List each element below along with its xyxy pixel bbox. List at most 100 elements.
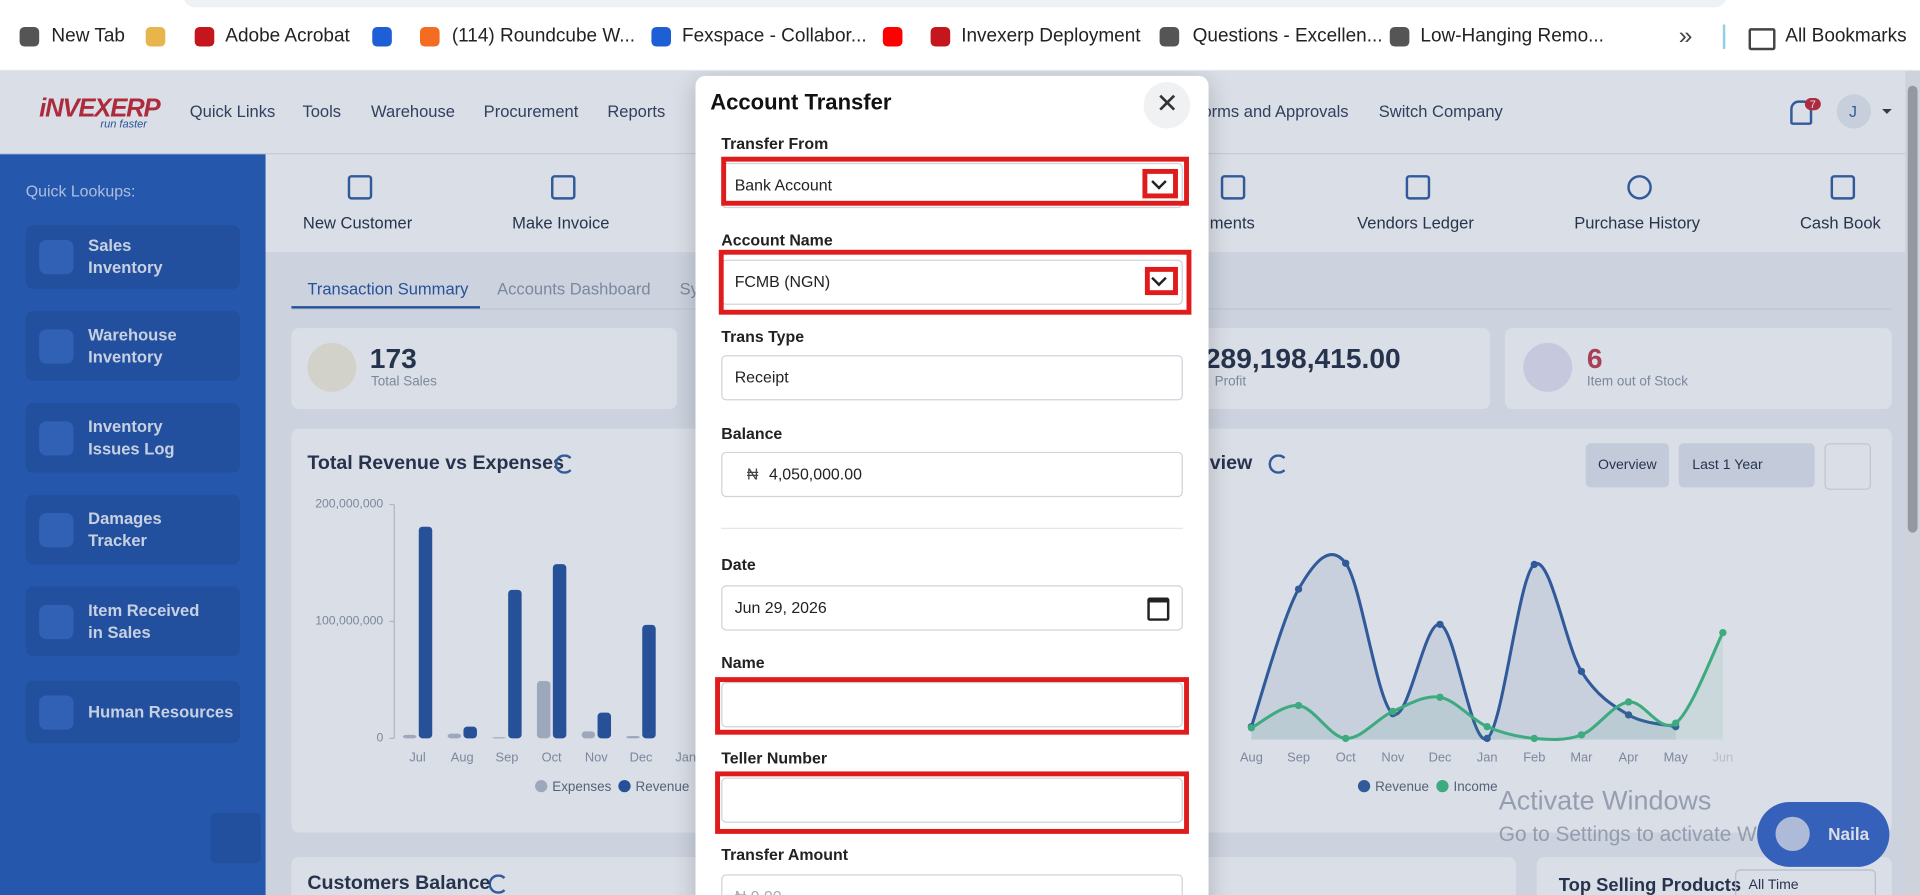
input[interactable]: [721, 585, 1183, 631]
sidebar-icon: [39, 512, 74, 547]
nav-link[interactable]: Switch Company: [1378, 102, 1503, 121]
area: [1251, 632, 1723, 740]
legend-swatch: [1357, 779, 1371, 793]
point: [1389, 707, 1397, 716]
nav-link[interactable]: Reports: [607, 102, 666, 121]
nav-link[interactable]: orms and Approvals: [1202, 102, 1349, 121]
field-label: Transfer Amount: [721, 845, 848, 864]
highlight: [1144, 266, 1178, 296]
watermark: Activate Windows: [1498, 784, 1712, 816]
field-label: Name: [721, 653, 765, 672]
bookmark[interactable]: (114) Roundcube W...: [451, 25, 636, 47]
refresh-icon[interactable]: [488, 874, 509, 894]
refresh-icon[interactable]: [554, 454, 575, 474]
bookmark[interactable]: Fexspace - Collabor...: [682, 25, 867, 47]
filter-select[interactable]: [1735, 869, 1876, 895]
stat-value: 289,198,415.00: [1204, 342, 1401, 375]
input[interactable]: [721, 777, 1183, 823]
overview-button[interactable]: [1585, 443, 1669, 488]
bookmark[interactable]: New Tab: [51, 25, 125, 47]
tab[interactable]: Accounts Dashboard: [497, 279, 651, 299]
point: [1530, 734, 1538, 743]
bar: [626, 736, 640, 739]
highlight: [718, 249, 1192, 315]
input-value: Bank Account: [734, 175, 833, 195]
quick-action[interactable]: New Customer: [302, 213, 413, 233]
point: [1530, 560, 1538, 569]
chat-label[interactable]: Naila: [1828, 824, 1870, 844]
bell: [1790, 100, 1813, 125]
input[interactable]: [721, 682, 1183, 728]
close-button[interactable]: [1143, 82, 1191, 129]
legend-label: Revenue: [1375, 779, 1429, 794]
input[interactable]: [721, 355, 1183, 401]
select-value[interactable]: All Time: [1748, 877, 1799, 893]
bar: [508, 589, 522, 739]
bar: [492, 737, 506, 739]
nav-link[interactable]: Procurement: [483, 102, 579, 121]
watermark: Go to Settings to activate Windows.: [1498, 822, 1828, 847]
input-value: Jun 29, 2026: [734, 598, 827, 617]
tab[interactable]: Transaction Summary: [307, 279, 469, 299]
account-transfer-dialog: Account Transfer ✕ Transfer From Bank Accou…: [695, 75, 1209, 895]
nav-link[interactable]: Warehouse: [371, 102, 455, 121]
quick-action[interactable]: ments: [1209, 213, 1255, 233]
sidebar-label[interactable]: Item Received in Sales: [88, 600, 200, 642]
input[interactable]: [721, 451, 1183, 498]
menu-button[interactable]: [1824, 443, 1872, 490]
bookmark[interactable]: All Bookmarks: [1785, 25, 1907, 47]
sidebar-label[interactable]: Warehouse Inventory: [88, 325, 177, 366]
bookmark[interactable]: Questions - Excellen...: [1192, 25, 1383, 47]
point: [1577, 667, 1586, 676]
nav-link[interactable]: Quick Links: [189, 102, 276, 121]
button-label[interactable]: Overview: [1597, 457, 1657, 473]
stat-label: Profit: [1214, 374, 1247, 390]
refresh-icon[interactable]: [1268, 454, 1289, 474]
bookmark[interactable]: Adobe Acrobat: [225, 25, 350, 47]
quick-action[interactable]: Cash Book: [1799, 213, 1881, 233]
bookmark[interactable]: Invexerp Deployment: [961, 25, 1141, 47]
avatar[interactable]: [1836, 94, 1872, 129]
x-tick-label: May: [1664, 749, 1689, 764]
nav-link[interactable]: Tools: [302, 102, 342, 121]
quick-action[interactable]: Make Invoice: [512, 213, 610, 233]
sidebar-label[interactable]: Inventory Issues Log: [88, 416, 175, 458]
quick-action[interactable]: Purchase History: [1574, 213, 1701, 233]
tab-strip: [183, 0, 1727, 8]
bar: [402, 734, 417, 739]
x-tick-label: Mar: [1570, 749, 1593, 764]
calendar-icon[interactable]: [1147, 597, 1170, 621]
quick-action[interactable]: Vendors Ledger: [1357, 213, 1474, 233]
scroll-thumb[interactable]: [1907, 85, 1918, 533]
y-tick-label: 200,000,000: [315, 497, 383, 511]
card-title: Top Selling Products: [1558, 874, 1742, 895]
legend-swatch: [618, 779, 631, 793]
point: [1483, 722, 1491, 731]
legend-label: Income: [1453, 779, 1497, 794]
point: [1577, 731, 1586, 739]
select-value[interactable]: Last 1 Year: [1692, 457, 1763, 473]
more-bookmarks[interactable]: »: [1678, 22, 1693, 50]
input[interactable]: [721, 874, 1183, 895]
sidebar-label[interactable]: Damages Tracker: [88, 508, 162, 550]
tab[interactable]: Sy: [679, 279, 699, 299]
dialog-title: Account Transfer: [710, 89, 892, 115]
bar: [536, 681, 551, 739]
card-title: Customers Balance: [307, 873, 491, 894]
bookmark[interactable]: Low-Hanging Remo...: [1420, 25, 1604, 47]
bookmark-icon: [1159, 26, 1180, 47]
notification-badge[interactable]: 7: [1804, 97, 1821, 111]
legend-swatch: [535, 779, 548, 793]
period-select[interactable]: [1678, 443, 1815, 488]
stat-card: [1187, 328, 1491, 409]
close-icon[interactable]: ✕: [1155, 88, 1179, 119]
sidebar-heading: Quick Lookups:: [25, 181, 136, 201]
chart-title: view: [1209, 453, 1253, 474]
x-tick-label: Feb: [1523, 749, 1545, 764]
point: [1719, 628, 1727, 637]
collapse-button[interactable]: [210, 813, 261, 864]
sidebar-label[interactable]: Human Resources: [88, 702, 234, 721]
sidebar-label[interactable]: Sales Inventory: [88, 236, 163, 277]
